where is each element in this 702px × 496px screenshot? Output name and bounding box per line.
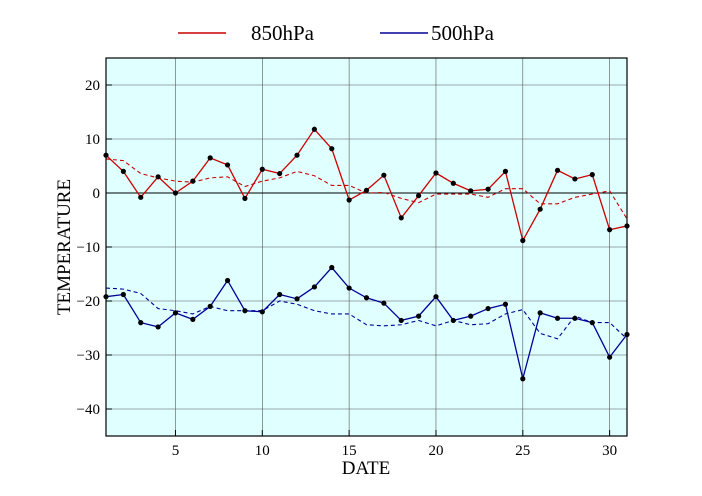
series-500hpa-point <box>346 285 352 291</box>
series-500hpa-point <box>294 296 300 302</box>
series-850hpa-point <box>120 168 126 174</box>
series-500hpa-normal-line <box>105 287 628 340</box>
series-500hpa-point <box>242 308 248 314</box>
series-500hpa-point <box>224 277 231 284</box>
series-850hpa-point <box>363 187 370 193</box>
series-850hpa-point <box>572 176 578 182</box>
x-tick-label: 25 <box>515 443 530 459</box>
y-tick-label: −10 <box>77 240 100 256</box>
series-850hpa-point <box>190 178 196 184</box>
series-500hpa-point <box>207 303 213 309</box>
series-850hpa-point <box>207 155 213 161</box>
x-axis-ticks: 5 10 15 20 25 30 <box>172 430 617 459</box>
series-500hpa-point <box>416 313 422 319</box>
series-850hpa-point <box>398 215 404 221</box>
legend-label-500hpa: 500hPa <box>431 21 495 45</box>
series-500hpa-point <box>259 309 265 315</box>
y-tick-label: 0 <box>93 186 101 202</box>
series-850hpa-point <box>607 227 613 233</box>
series-850hpa-point <box>416 193 422 199</box>
series-500hpa-point <box>607 354 613 360</box>
series-500hpa-point <box>433 294 439 300</box>
y-axis-title: TEMPERATURE <box>54 179 75 315</box>
series-500hpa-point <box>572 315 578 321</box>
series-500hpa-point <box>311 284 317 290</box>
series-layer <box>103 126 630 382</box>
series-850hpa-point <box>433 170 439 176</box>
series-850hpa-point <box>311 126 317 132</box>
series-850hpa-point <box>589 172 595 178</box>
series-500hpa-point <box>155 324 161 330</box>
series-850hpa-point <box>554 167 561 173</box>
series-850hpa-point <box>537 206 543 212</box>
x-tick-label: 20 <box>428 443 443 459</box>
y-tick-label: −40 <box>77 402 100 418</box>
series-500hpa-point <box>450 317 456 324</box>
x-tick-label: 15 <box>342 443 357 459</box>
series-850hpa-point <box>450 180 456 186</box>
legend-label-850hpa: 850hPa <box>251 21 315 45</box>
series-850hpa-point <box>468 188 474 194</box>
series-850hpa-point <box>502 168 509 174</box>
series-500hpa-point <box>502 301 509 307</box>
series-500hpa-point <box>329 264 335 271</box>
series-850hpa-point <box>346 197 352 203</box>
series-850hpa-point <box>224 162 231 168</box>
series-850hpa-point <box>172 190 179 196</box>
series-850hpa-point <box>138 194 144 200</box>
series-500hpa-point <box>277 291 283 298</box>
legend: 850hPa 500hPa <box>178 21 495 45</box>
series-850hpa-point <box>259 166 265 172</box>
series-850hpa-point <box>242 195 248 201</box>
series-500hpa-point <box>381 300 387 306</box>
y-tick-label: 20 <box>85 78 100 94</box>
series-850hpa-point <box>329 146 335 152</box>
x-tick-label: 30 <box>602 443 617 459</box>
y-tick-label: −30 <box>77 348 100 364</box>
series-500hpa-point <box>190 316 196 322</box>
y-tick-label: −20 <box>77 294 100 310</box>
series-500hpa-point <box>138 320 144 326</box>
x-tick-label: 5 <box>172 443 180 459</box>
series-850hpa-point <box>277 170 283 177</box>
y-tick-label: 10 <box>85 132 100 148</box>
series-500hpa-point <box>398 317 404 324</box>
series-850hpa-point <box>381 172 387 178</box>
series-500hpa-point <box>172 310 179 316</box>
series-500hpa-point <box>468 313 474 319</box>
series-850hpa-point <box>155 174 161 180</box>
series-500hpa-point <box>537 310 543 316</box>
x-tick-label: 10 <box>255 443 270 459</box>
series-850hpa-point <box>520 237 526 244</box>
series-850hpa-point <box>294 152 300 158</box>
series-500hpa-point <box>589 320 595 326</box>
series-500hpa-point <box>554 315 561 321</box>
series-500hpa-point <box>485 305 491 312</box>
x-axis-title: DATE <box>342 458 391 479</box>
y-axis-ticks: −40 −30 −20 −10 0 10 20 <box>77 78 112 418</box>
series-500hpa-point <box>120 291 126 298</box>
series-500hpa-point <box>520 376 526 382</box>
series-500hpa-point <box>363 295 370 301</box>
series-850hpa-point <box>485 186 491 192</box>
